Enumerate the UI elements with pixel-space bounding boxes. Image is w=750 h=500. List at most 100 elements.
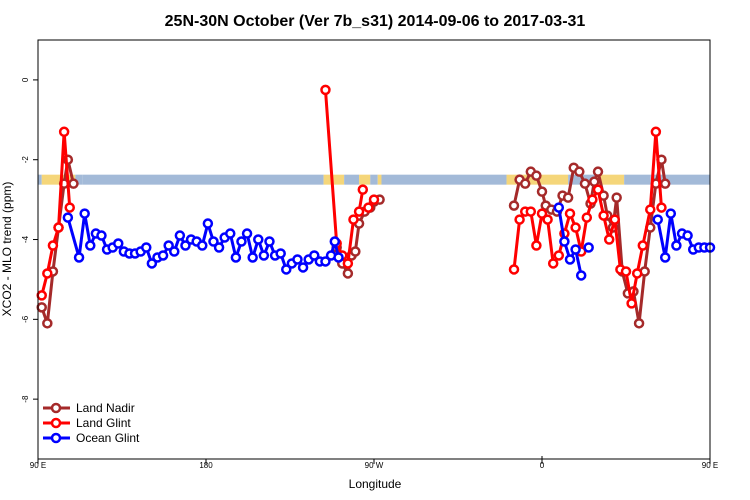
legend-item: Land Nadir — [43, 401, 135, 415]
data-point — [363, 202, 374, 213]
y-tick-label: -4 — [21, 235, 30, 243]
legend-marker — [50, 417, 62, 429]
data-point — [342, 268, 354, 279]
data-point — [230, 252, 242, 263]
data-point — [197, 240, 208, 251]
data-point — [671, 240, 682, 251]
data-point — [536, 208, 548, 219]
y-axis-label: XCO2 - MLO trend (ppm) — [0, 182, 14, 317]
y-tick-label: 0 — [21, 77, 30, 82]
data-point — [659, 252, 671, 263]
data-point — [659, 178, 671, 189]
data-point — [342, 258, 354, 269]
data-point — [626, 298, 637, 309]
band-segment-land — [41, 174, 76, 185]
band-segment-land — [323, 174, 345, 185]
data-point — [281, 264, 292, 275]
data-point — [514, 214, 525, 225]
y-tick-label: -2 — [21, 156, 30, 164]
data-point — [208, 236, 219, 247]
data-point — [202, 218, 214, 229]
data-point — [258, 250, 270, 261]
data-point — [79, 208, 90, 219]
data-point — [564, 208, 576, 219]
data-point — [645, 204, 656, 215]
data-point — [603, 234, 615, 245]
series-layer — [36, 84, 716, 329]
data-point — [631, 268, 643, 279]
data-point — [562, 192, 574, 203]
band-segment-ocean — [624, 174, 651, 185]
reference-band — [38, 174, 710, 185]
data-point — [169, 246, 180, 257]
data-point — [650, 126, 662, 138]
legend-label: Ocean Glint — [76, 431, 140, 445]
data-point — [85, 240, 96, 251]
data-point — [583, 242, 594, 253]
data-point — [525, 206, 537, 217]
data-point — [665, 208, 677, 219]
data-point — [598, 210, 609, 221]
x-tick-label: 0 — [540, 461, 545, 470]
legend-item: Land Glint — [43, 416, 131, 430]
data-point — [174, 230, 186, 241]
legend-label: Land Glint — [76, 416, 131, 430]
data-point — [297, 262, 309, 273]
chart-title: 25N-30N October (Ver 7b_s31) 2014-09-06 … — [165, 13, 586, 30]
data-point — [264, 236, 275, 247]
data-point — [536, 186, 548, 197]
x-tick-label: 90 E — [702, 461, 718, 470]
data-point — [570, 244, 581, 255]
data-point — [42, 268, 53, 279]
data-point — [620, 266, 632, 277]
data-point — [163, 240, 174, 251]
band-segment-ocean — [75, 174, 83, 185]
data-point — [146, 258, 158, 269]
legend-label: Land Nadir — [76, 401, 135, 415]
data-point — [508, 200, 520, 211]
y-tick-label: -8 — [21, 395, 30, 403]
data-point — [292, 254, 303, 265]
data-point — [574, 166, 585, 177]
data-point — [368, 194, 380, 205]
data-point — [236, 236, 247, 247]
data-point — [547, 258, 559, 269]
data-point — [333, 252, 344, 263]
data-point — [213, 242, 225, 253]
data-point — [329, 236, 341, 247]
x-tick-label: 90 E — [30, 461, 46, 470]
data-point — [58, 126, 70, 138]
data-point — [73, 252, 85, 263]
data-point — [96, 230, 107, 241]
data-point — [609, 214, 621, 225]
data-point — [682, 230, 693, 241]
data-point — [652, 214, 663, 225]
data-point — [68, 178, 79, 189]
data-point — [47, 240, 59, 251]
data-point — [531, 240, 542, 251]
data-point — [637, 240, 649, 251]
data-point — [36, 290, 47, 301]
x-tick-label: 90 W — [365, 461, 384, 470]
band-segment-ocean — [381, 174, 507, 185]
data-point — [531, 170, 542, 181]
data-point — [564, 254, 576, 265]
data-point — [353, 206, 365, 217]
data-point — [62, 212, 74, 223]
data-point — [587, 194, 598, 205]
legend-marker — [50, 432, 62, 444]
band-segment-ocean — [344, 174, 360, 185]
data-point — [275, 248, 286, 259]
data-point — [553, 250, 565, 261]
band-segment-land — [596, 174, 625, 185]
data-point — [42, 318, 53, 329]
band-segment-ocean — [370, 174, 378, 185]
series-ocean-glint — [62, 202, 716, 281]
data-point — [553, 202, 565, 213]
band-segment-ocean — [650, 174, 710, 185]
legend-marker — [50, 402, 62, 414]
band-segment-land — [359, 174, 371, 185]
data-point — [247, 252, 258, 263]
